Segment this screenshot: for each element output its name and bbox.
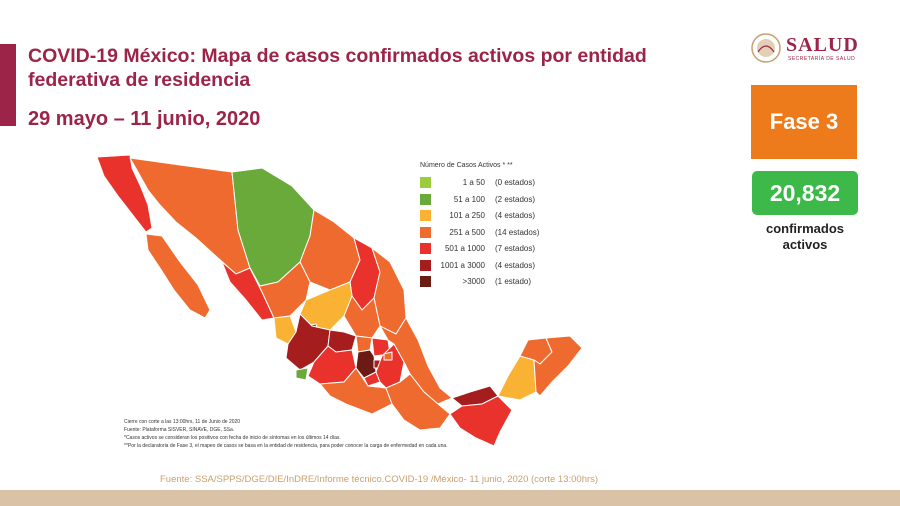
legend-title: Número de Casos Activos * ** (420, 162, 513, 169)
legend-range: >3000 (462, 277, 485, 286)
footnote: Fuente: Plataforma SISVER, SINAVE, DGE, … (124, 427, 235, 433)
legend-count: (4 estados) (495, 260, 536, 270)
date-range: 29 mayo – 11 junio, 2020 (28, 108, 261, 130)
salud-logo: SALUD SECRETARÍA DE SALUD (750, 32, 865, 66)
active-cases-value: 20,832 (769, 179, 841, 206)
legend-count: (7 estados) (495, 244, 536, 253)
state-oaxaca (385, 373, 451, 431)
legend-swatch (420, 276, 431, 287)
legend-item: 501 a 1000 (7 estados) (420, 241, 570, 256)
legend-swatch (420, 243, 431, 254)
legend-swatch (420, 226, 431, 238)
legend-range: 1001 a 3000 (440, 260, 486, 270)
legend-swatch (420, 177, 431, 188)
footnotes: Cierre con corte a las 13:00hrs, 11 de J… (124, 418, 644, 450)
state-veracruz (379, 317, 453, 405)
legend-swatch (420, 193, 431, 205)
legend-count: (2 estados) (495, 194, 536, 204)
state-durango (249, 261, 311, 319)
legend-range: 501 a 1000 (444, 244, 485, 253)
legend-item: >3000 (1 estado) (420, 274, 570, 289)
accent-bar (0, 44, 16, 126)
legend: Número de Casos Activos * ** 1 a 50 (0 es… (420, 162, 570, 291)
bottom-band (0, 490, 900, 506)
footnote: **Por la declaratoria de Fase 3, el mape… (124, 443, 448, 449)
legend-range: 1 a 50 (462, 178, 485, 187)
legend-item: 1001 a 3000 (4 estados) (420, 258, 570, 273)
legend-item: 51 a 100 (2 estados) (420, 192, 570, 207)
state-chiapas (449, 395, 513, 447)
state-tlaxcala (383, 351, 393, 361)
state-san-luis-potosi (343, 295, 381, 339)
state-campeche (497, 355, 537, 401)
legend-count: (1 estado) (495, 277, 532, 286)
legend-range: 251 a 500 (449, 227, 485, 237)
state-quintana-roo (533, 335, 583, 397)
phase-label: Fase 3 (769, 109, 839, 134)
footnote: *Casos activos se consideran los positiv… (124, 435, 341, 441)
legend-item: 101 a 250 (4 estados) (420, 208, 570, 223)
legend-item: 251 a 500 (14 estados) (420, 225, 570, 240)
state-baja-california (96, 154, 153, 233)
legend-swatch (420, 259, 431, 271)
state-colima (295, 367, 309, 381)
seal-icon (751, 33, 781, 63)
legend-range: 101 a 250 (449, 211, 485, 220)
source-line: Fuente: SSA/SPPS/DGE/DIE/InDRE/Informe t… (160, 474, 599, 485)
legend-count: (14 estados) (495, 227, 540, 237)
footnote: Cierre con corte a las 13:00hrs, 11 de J… (124, 419, 241, 425)
legend-count: (4 estados) (495, 211, 536, 220)
active-cases-badge: 20,832 (752, 171, 858, 215)
page-title: COVID-19 México: Mapa de casos confirmad… (28, 45, 647, 91)
legend-swatch (420, 210, 431, 221)
state-baja-california-sur (145, 233, 211, 319)
legend-count: (0 estados) (495, 178, 536, 187)
legend-item: 1 a 50 (0 estados) (420, 175, 570, 190)
phase-badge: Fase 3 (751, 85, 857, 159)
legend-range: 51 a 100 (453, 194, 485, 204)
active-cases-label: confirmados activos (765, 221, 844, 252)
logo-subtitle: SECRETARÍA DE SALUD (788, 56, 856, 62)
logo-name: SALUD (786, 34, 859, 56)
